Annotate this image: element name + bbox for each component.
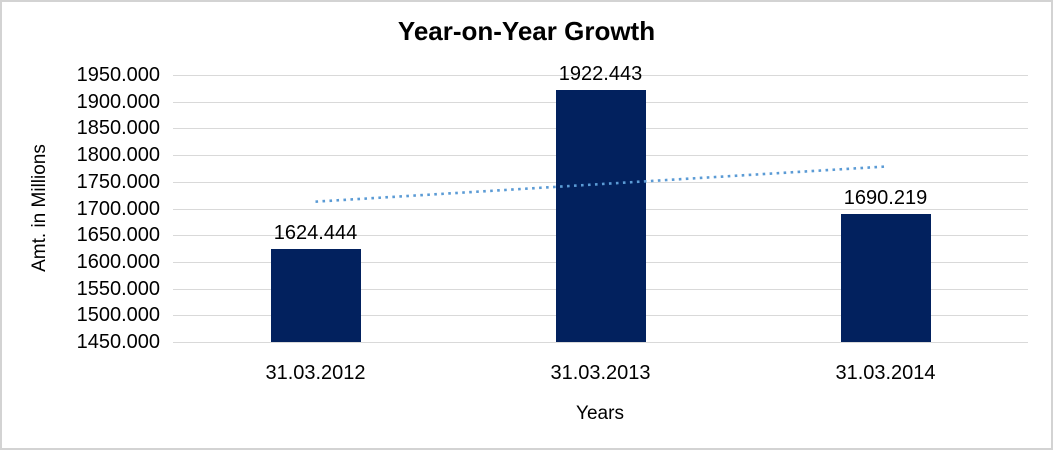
y-tick-label: 1700.000 xyxy=(76,197,160,220)
y-tick-label: 1650.000 xyxy=(76,224,160,247)
y-tick-label: 1850.000 xyxy=(76,117,160,140)
y-tick-label: 1500.000 xyxy=(76,304,160,327)
chart-title: Year-on-Year Growth xyxy=(397,16,656,46)
x-tick-label: 31.03.2012 xyxy=(265,362,366,384)
bar xyxy=(840,213,931,342)
x-axis-title: Years xyxy=(576,403,624,424)
bar-data-label: 1922.443 xyxy=(558,62,643,85)
x-tick-label: 31.03.2013 xyxy=(550,362,651,384)
y-tick-label: 1950.000 xyxy=(76,64,160,86)
plot-area xyxy=(173,75,1028,343)
gridline xyxy=(173,342,1028,343)
bar-data-label: 1624.444 xyxy=(273,221,358,244)
y-tick-label: 1450.000 xyxy=(76,331,160,353)
y-tick-label: 1550.000 xyxy=(76,277,160,300)
y-tick-label: 1600.000 xyxy=(76,250,160,273)
gridline xyxy=(173,75,1028,76)
y-tick-label: 1900.000 xyxy=(76,90,160,113)
bar-data-label: 1690.219 xyxy=(843,186,928,209)
bar xyxy=(555,89,646,342)
bar xyxy=(270,248,361,342)
y-tick-label: 1750.000 xyxy=(76,170,160,193)
y-tick-label: 1800.000 xyxy=(76,144,160,167)
x-tick-label: 31.03.2014 xyxy=(835,362,936,384)
